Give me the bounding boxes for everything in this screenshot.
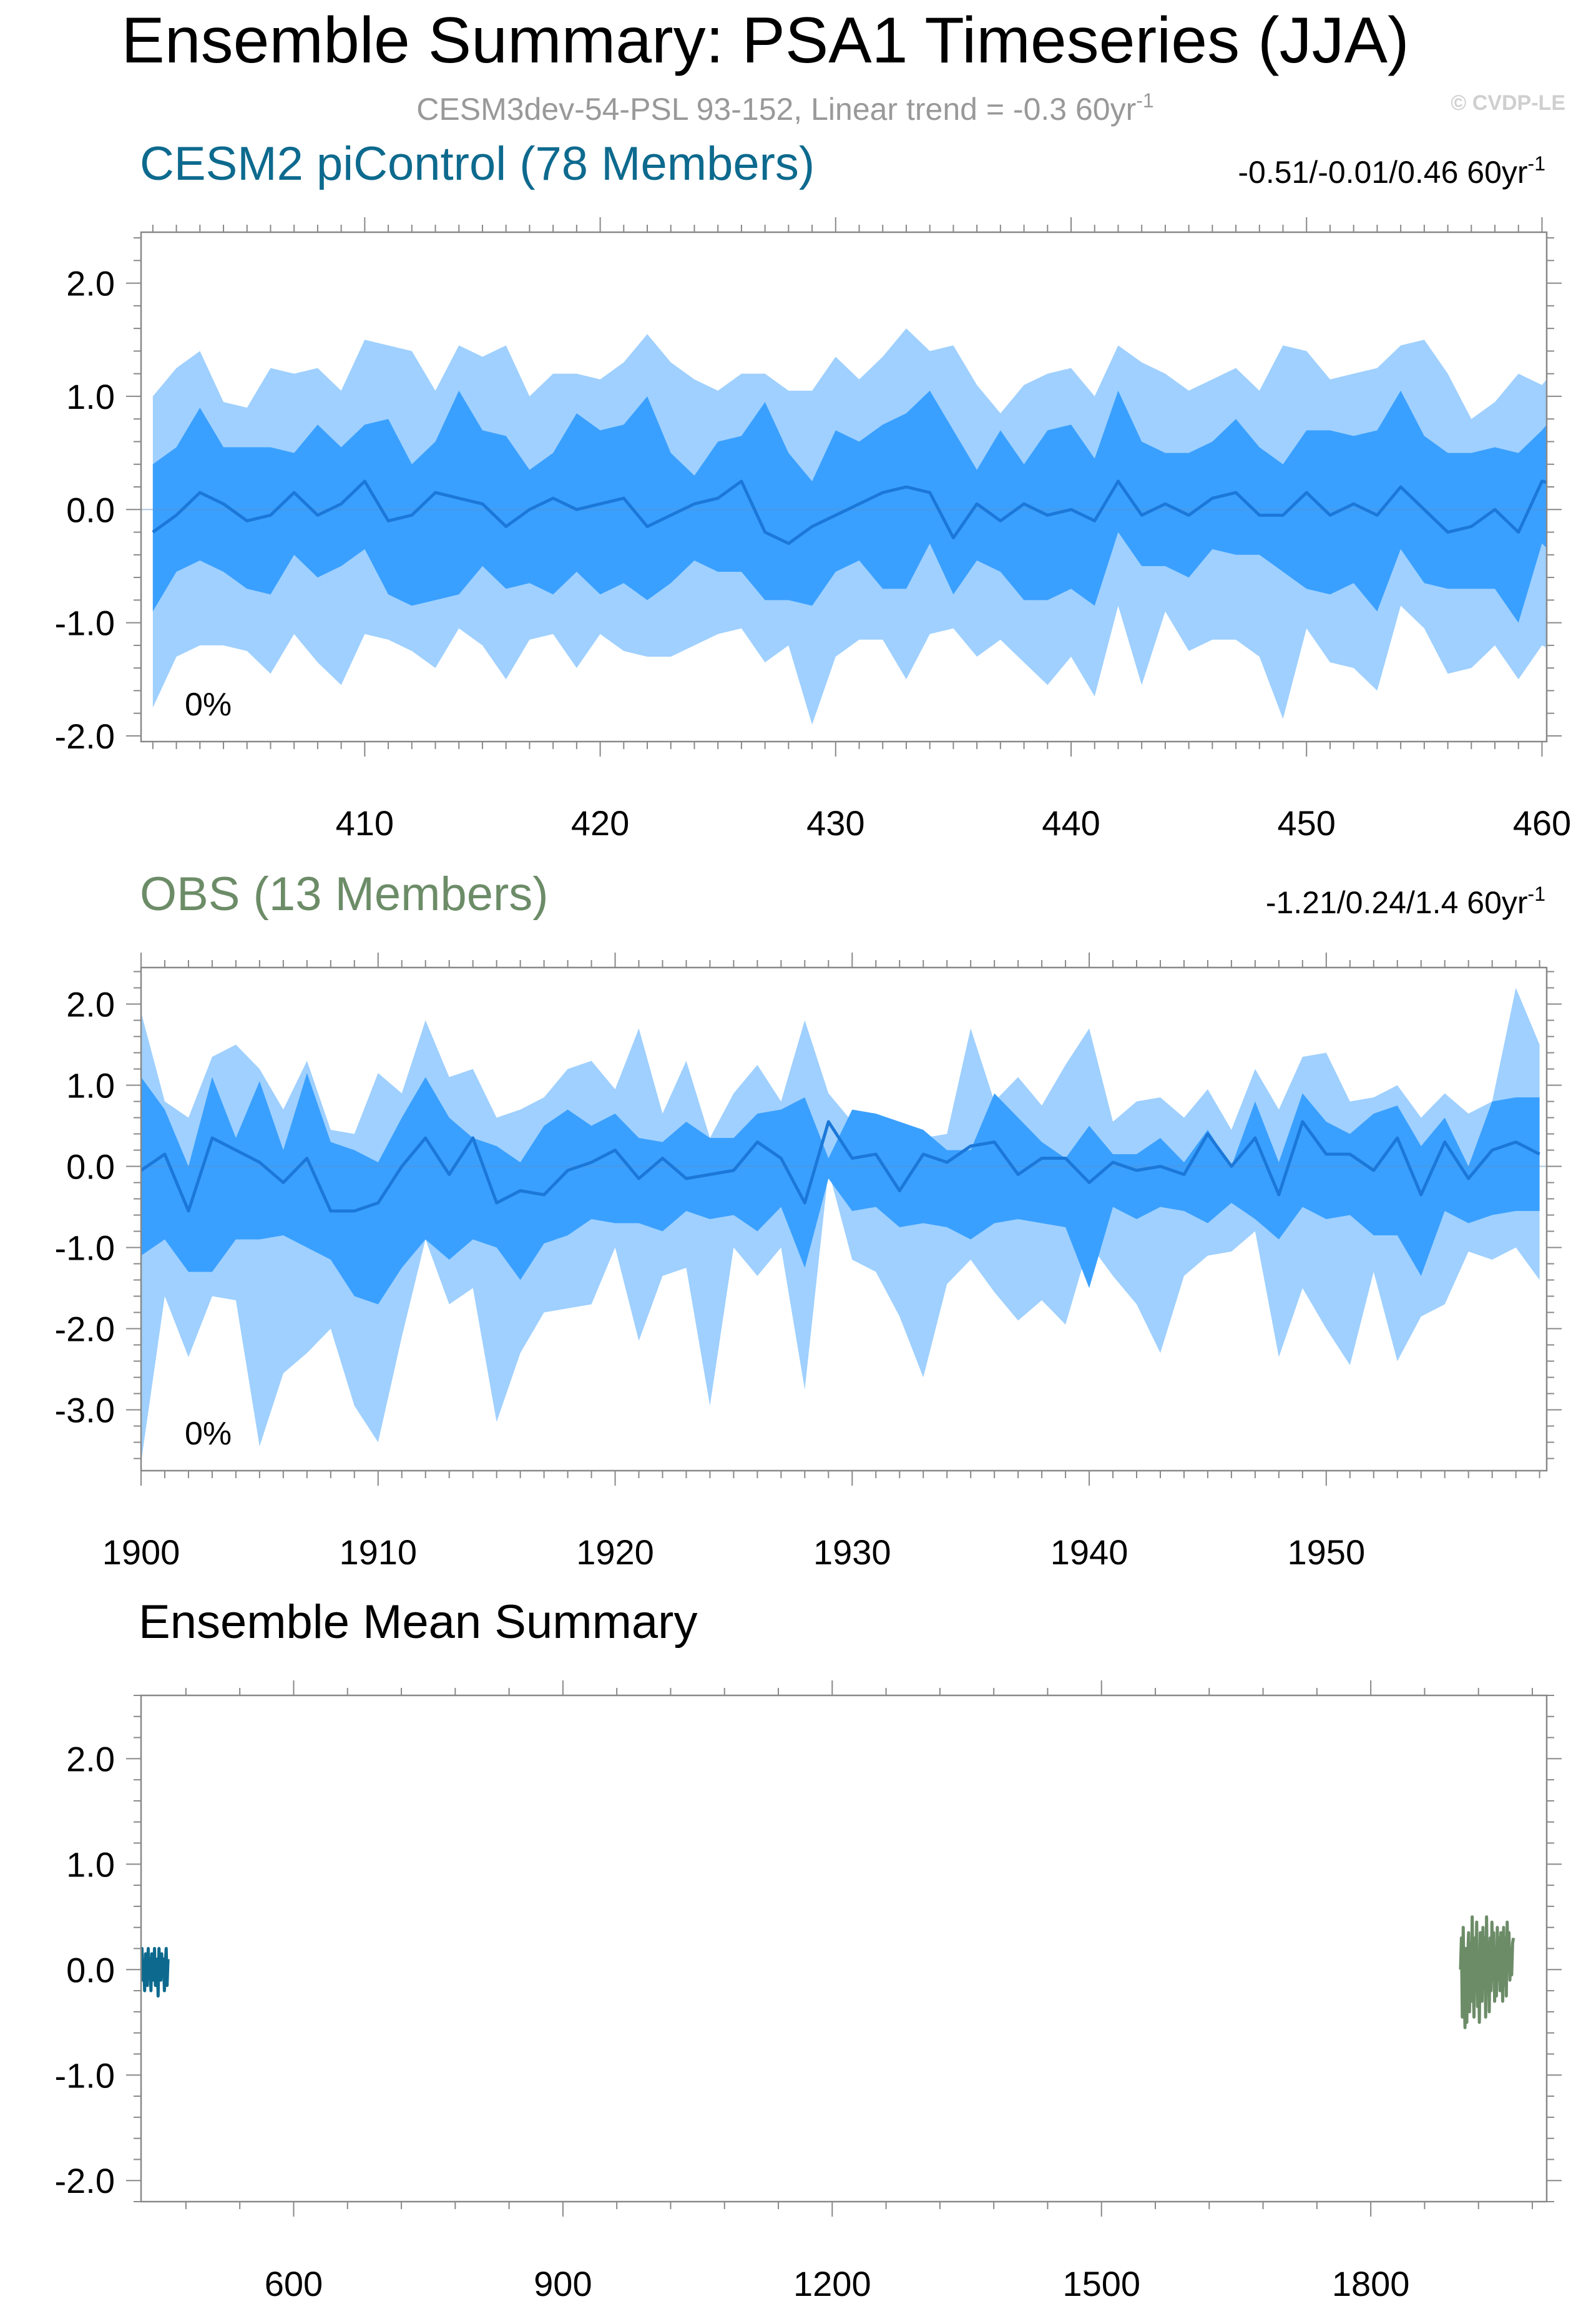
trend-value: -1.21/0.24/1.4 60yr: [1266, 885, 1528, 920]
x-tick-label: 900: [534, 2264, 592, 2303]
ensemble-mean-line: [152, 479, 1547, 546]
subtitle-sup: -1: [1136, 89, 1153, 112]
series-line-1: [1459, 1915, 1515, 2029]
x-tick-label: 1930: [813, 1532, 891, 1572]
y-tick-label: 2.0: [66, 985, 115, 1024]
y-tick-label: 1.0: [66, 1066, 115, 1106]
x-tick-label: 1950: [1288, 1532, 1366, 1572]
x-tick-label: 410: [336, 803, 394, 843]
x-tick-label: 1900: [102, 1532, 180, 1572]
y-tick-label: -2.0: [55, 1310, 115, 1349]
plot-area: [141, 1915, 1515, 2029]
y-tick-label: -1.0: [55, 604, 115, 643]
y-tick-label: 0.0: [66, 1147, 115, 1187]
x-tick-label: 1920: [576, 1532, 654, 1572]
x-tick-label: 460: [1513, 803, 1571, 843]
plot-area: [141, 328, 1547, 725]
y-tick-label: 0.0: [66, 490, 115, 529]
trend-label: -1.21/0.24/1.4 60yr-1: [1266, 883, 1545, 920]
y-tick-label: -1.0: [55, 2056, 115, 2095]
plot-frame: [140, 1694, 1548, 2203]
x-tick-label: 1910: [339, 1532, 417, 1572]
x-tick-label: 1500: [1062, 2264, 1140, 2303]
outer-range-band: [141, 988, 1540, 1463]
ensemble-mean-line: [141, 1120, 1540, 1213]
figure-subtitle: CESM3dev-54-PSL 93-152, Linear trend = -…: [416, 89, 1153, 127]
y-tick-label: 1.0: [66, 377, 115, 416]
figure-title: Ensemble Summary: PSA1 Timeseries (JJA): [121, 4, 1409, 77]
y-tick-label: 0.0: [66, 1950, 115, 1989]
chart-panel-cesm2: CESM2 piControl (78 Members) -0.51/-0.01/…: [55, 137, 1572, 843]
plot-area: [141, 988, 1547, 1463]
subtitle-main: CESM3dev-54-PSL 93-152, Linear trend = -…: [416, 92, 1136, 127]
y-tick-label: 1.0: [66, 1845, 115, 1884]
trend-unit-sup: -1: [1528, 883, 1545, 905]
trend-value: -0.51/-0.01/0.46 60yr: [1238, 155, 1527, 190]
y-tick-label: -3.0: [55, 1391, 115, 1430]
percent-label: 0%: [185, 1416, 232, 1452]
chart-panel-obs: OBS (13 Members) -1.21/0.24/1.4 60yr-1 0% 2…: [55, 868, 1562, 1572]
y-tick-label: -2.0: [55, 2161, 115, 2200]
panel-title: Ensemble Mean Summary: [139, 1596, 697, 1649]
chart-panel-ensemble-mean: Ensemble Mean Summary 2.0 1.0 0.0 -1.0 -2.0 60…: [55, 1596, 1562, 2303]
y-tick-label: -2.0: [55, 717, 115, 756]
watermark: © CVDP-LE: [1451, 91, 1565, 115]
x-tick-label: 420: [571, 803, 629, 843]
panel-title: CESM2 piControl (78 Members): [140, 137, 815, 190]
x-tick-label: 1200: [793, 2264, 871, 2303]
panel-title: OBS (13 Members): [140, 868, 549, 921]
percent-label: 0%: [185, 687, 232, 723]
x-tick-label: 430: [806, 803, 864, 843]
x-tick-label: 1800: [1332, 2264, 1410, 2303]
inner-range-band: [141, 1073, 1540, 1305]
y-tick-label: -1.0: [55, 1228, 115, 1268]
x-tick-label: 450: [1278, 803, 1336, 843]
x-tick-label: 440: [1042, 803, 1100, 843]
y-tick-label: 2.0: [66, 1739, 115, 1778]
plot-frame: [140, 966, 1548, 1472]
trend-unit-sup: -1: [1528, 152, 1545, 175]
x-tick-label: 1940: [1050, 1532, 1128, 1572]
x-tick-label: 600: [265, 2264, 323, 2303]
trend-label: -0.51/-0.01/0.46 60yr-1: [1238, 152, 1545, 190]
y-tick-label: 2.0: [66, 264, 115, 303]
